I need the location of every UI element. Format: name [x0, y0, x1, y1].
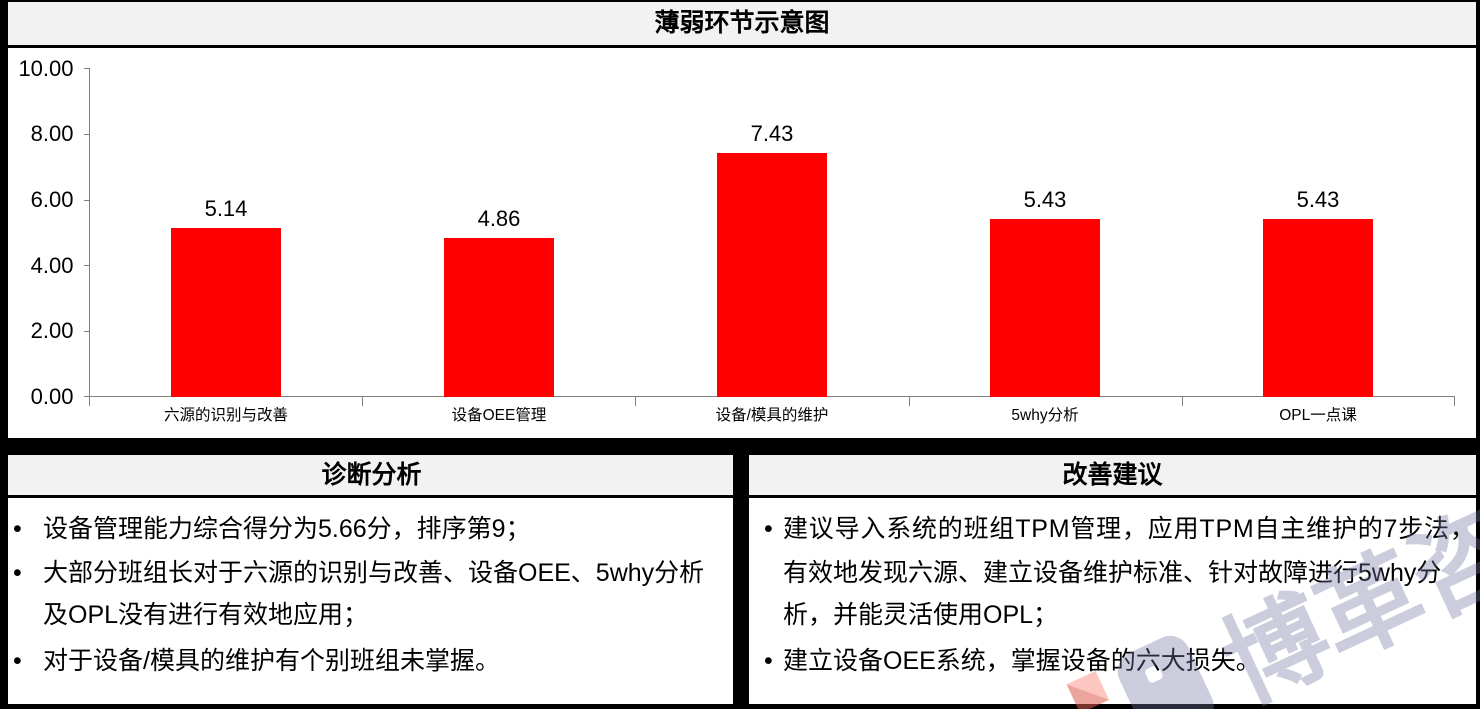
svg-text:博革咨询: 博革咨询 [1206, 498, 1480, 709]
